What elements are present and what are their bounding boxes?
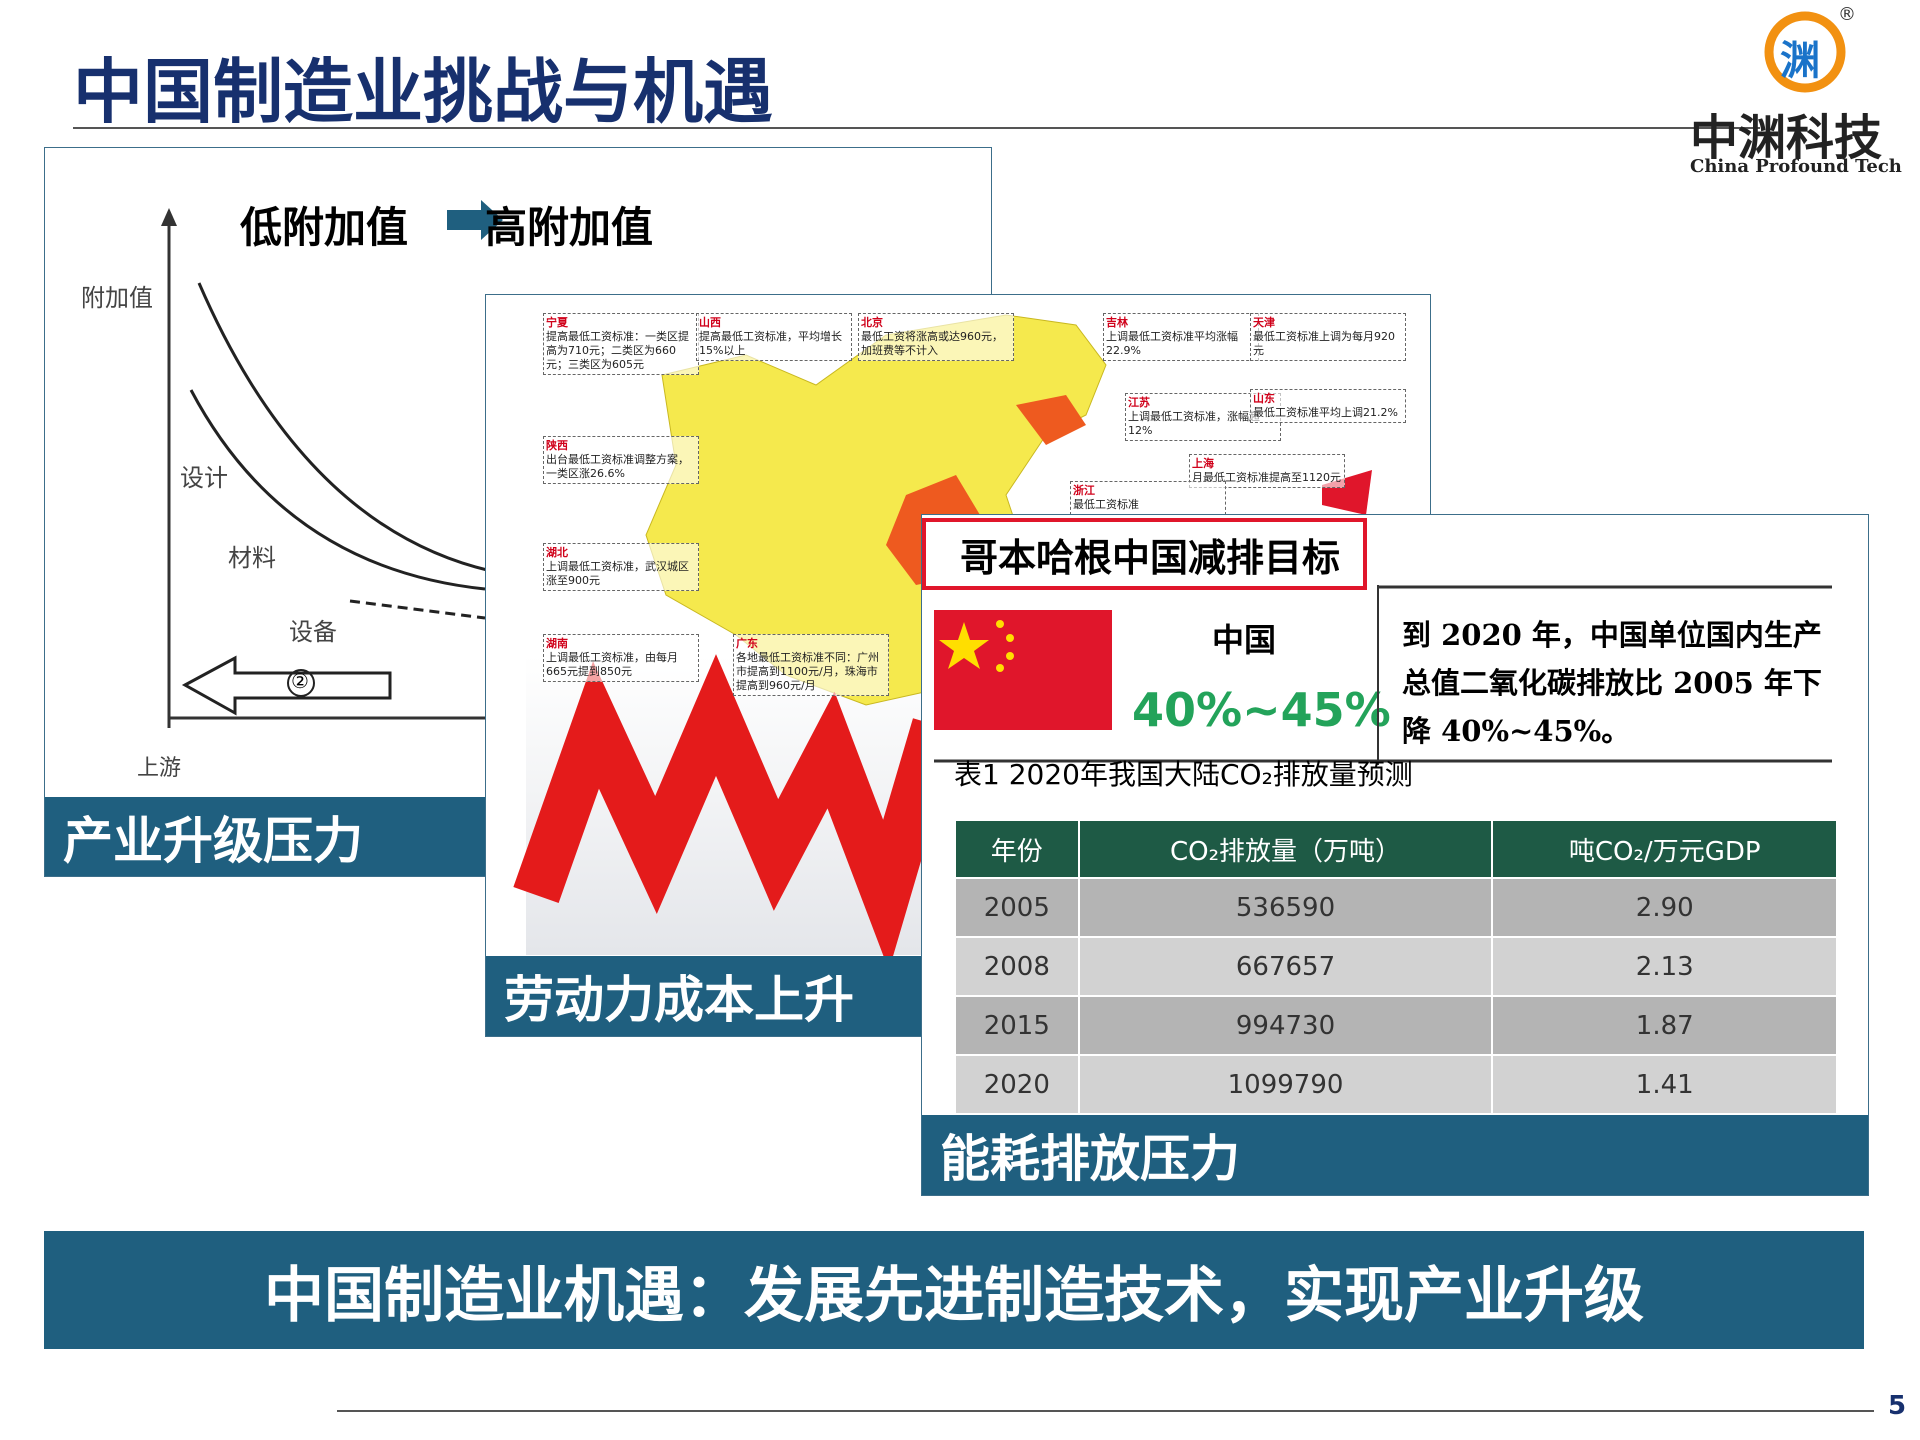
map-annotation: 广东 各地最低工资标准不同：广州市提高到1100元/月，珠海市提高到960元/月 — [733, 634, 889, 696]
footer-rule — [337, 1410, 1874, 1412]
logo-english: China Profound Tech — [1690, 156, 1902, 177]
table-row: 2008 667657 2.13 — [954, 936, 1838, 997]
map-annotation: 山东 最低工资标准平均上调21.2% — [1250, 389, 1406, 423]
stage-label: 设计 — [180, 464, 228, 492]
table-row: 2020 1099790 1.41 — [954, 1054, 1838, 1115]
annotation-region: 天津 — [1253, 316, 1275, 329]
table-cell: 2005 — [954, 877, 1080, 938]
annotation-text: 提高最低工资标准，平均增长15%以上 — [699, 330, 842, 357]
table-cell: 667657 — [1077, 936, 1494, 997]
map-annotation: 天津 最低工资标准上调为每月920元 — [1250, 313, 1406, 361]
table-header-cell: CO₂排放量（万吨） — [1077, 819, 1494, 879]
annotation-text: 月最低工资标准提高至1120元 — [1192, 471, 1341, 484]
banner: 中国制造业机遇：发展先进制造技术，实现产业升级 — [44, 1231, 1864, 1349]
map-annotation: 湖南 上调最低工资标准，由每月665元提到850元 — [543, 634, 699, 682]
map-annotation: 湖北 上调最低工资标准，武汉城区涨至900元 — [543, 543, 699, 591]
table-cell: 2008 — [954, 936, 1080, 997]
annotation-region: 浙江 — [1073, 484, 1095, 497]
stage-label: 设备 — [289, 618, 337, 646]
table-row: 2015 994730 1.87 — [954, 995, 1838, 1056]
annotation-region: 吉林 — [1106, 316, 1128, 329]
y-axis-label: 附加值 — [81, 284, 153, 312]
logo-name: 中渊科技 — [1690, 110, 1883, 166]
annotation-text: 出台最低工资标准调整方案，一类区涨26.6% — [546, 453, 689, 480]
table-row: 2005 536590 2.90 — [954, 877, 1838, 938]
x-axis-label: 上游 — [137, 756, 182, 781]
china-flag — [934, 610, 1112, 730]
page-number: 5 — [1888, 1391, 1907, 1421]
logo-ring — [1764, 11, 1846, 93]
annotation-region: 北京 — [861, 316, 883, 329]
rules — [934, 585, 1832, 765]
logo-mark: 渊 — [1780, 38, 1820, 84]
annotation-text: 最低工资标准上调为每月920元 — [1253, 330, 1395, 357]
annotation-text: 上调最低工资标准，涨幅超12% — [1128, 410, 1260, 437]
circle-number: ② — [291, 669, 309, 693]
table-cell: 536590 — [1077, 877, 1494, 938]
annotation-text: 各地最低工资标准不同：广州市提高到1100元/月，珠海市提高到960元/月 — [736, 651, 879, 692]
value-chain-diagram — [161, 200, 945, 728]
map-annotation: 山西 提高最低工资标准，平均增长15%以上 — [696, 313, 852, 361]
annotation-text: 最低工资将涨高或达960元，加班费等不计入 — [861, 330, 1003, 357]
annotation-region: 山西 — [699, 316, 721, 329]
table-cell: 1099790 — [1077, 1054, 1494, 1115]
table-cell: 2015 — [954, 995, 1080, 1056]
annotation-region: 宁夏 — [546, 316, 568, 329]
annotation-text: 提高最低工资标准：一类区提高为710元；二类区为660元；三类区为605元 — [546, 330, 689, 371]
target-range: 40%~45% — [1132, 683, 1391, 737]
annotation-text: 最低工资标准 — [1073, 498, 1139, 511]
annotation-region: 山东 — [1253, 392, 1275, 405]
map-annotation: 陕西 出台最低工资标准调整方案，一类区涨26.6% — [543, 436, 699, 484]
country: 中国 — [1212, 621, 1277, 659]
table-cell: 1.87 — [1491, 995, 1838, 1056]
panel-caption: 能耗排放压力 — [922, 1115, 1868, 1195]
logo-registered: ® — [1838, 4, 1856, 25]
annotation-region: 湖北 — [546, 546, 568, 559]
annotation-text: 最低工资标准平均上调21.2% — [1253, 406, 1398, 419]
table-cell: 2020 — [954, 1054, 1080, 1115]
energy-panel: 哥本哈根中国减排目标 中国 40%~45% 到 2020 年，中国单位国内生产总… — [921, 514, 1869, 1196]
annotation-region: 江苏 — [1128, 396, 1150, 409]
map-annotation: 宁夏 提高最低工资标准：一类区提高为710元；二类区为660元；三类区为605元 — [543, 313, 699, 375]
annotation-text: 上调最低工资标准平均涨幅22.9% — [1106, 330, 1238, 357]
header-graphics — [73, 11, 1846, 129]
map-annotation: 浙江 最低工资标准 — [1070, 481, 1226, 515]
heading-low: 低附加值 — [240, 203, 409, 252]
statement: 到 2020 年，中国单位国内生产总值二氧化碳排放比 2005 年下降 40%~… — [1402, 618, 1822, 748]
table-cell: 2.13 — [1491, 936, 1838, 997]
stage-label: 材料 — [228, 544, 276, 572]
table-header-row: 年份 CO₂排放量（万吨） 吨CO₂/万元GDP — [954, 819, 1838, 879]
table-cell: 2.90 — [1491, 877, 1838, 938]
table-header-cell: 年份 — [954, 819, 1080, 879]
panel-caption: 劳动力成本上升 — [486, 956, 926, 1036]
annotation-region: 湖南 — [546, 637, 568, 650]
annotation-region: 广东 — [736, 637, 758, 650]
table-cell: 1.41 — [1491, 1054, 1838, 1115]
map-annotation: 吉林 上调最低工资标准平均涨幅22.9% — [1103, 313, 1259, 361]
target-title: 哥本哈根中国减排目标 — [922, 518, 1367, 590]
heading-high: 高附加值 — [485, 203, 654, 252]
table-caption: 表1 2020年我国大陆CO₂排放量预测 — [954, 758, 1413, 791]
annotation-text: 上调最低工资标准，由每月665元提到850元 — [546, 651, 678, 678]
table-header-cell: 吨CO₂/万元GDP — [1491, 819, 1838, 879]
table-cell: 994730 — [1077, 995, 1494, 1056]
annotation-text: 上调最低工资标准，武汉城区涨至900元 — [546, 560, 689, 587]
emission-table: 年份 CO₂排放量（万吨） 吨CO₂/万元GDP 2005 536590 2.90 2008… — [954, 819, 1838, 1115]
annotation-region: 陕西 — [546, 439, 568, 452]
title: 中国制造业挑战与机遇 — [73, 51, 773, 133]
annotation-region: 上海 — [1192, 457, 1214, 470]
map-annotation: 北京 最低工资将涨高或达960元，加班费等不计入 — [858, 313, 1014, 361]
